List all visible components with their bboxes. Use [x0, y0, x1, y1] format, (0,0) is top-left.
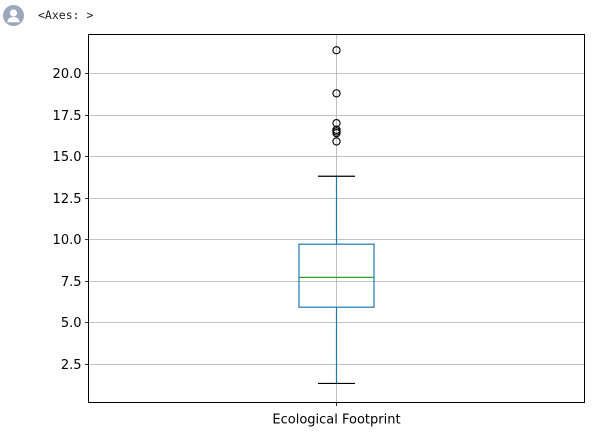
outlier-point [332, 125, 341, 134]
outlier-point [332, 119, 341, 128]
y-tick-label: 20.0 [53, 67, 82, 82]
y-tick-label: 17.5 [53, 109, 82, 124]
y-tick-label: 15.0 [53, 150, 82, 165]
outlier-point [332, 46, 341, 55]
axis-ticks: 2.5 5.0 7.5 10.0 12.5 15.0 17.5 20.0 Ecological … [53, 67, 401, 428]
x-tick-label: Ecological Footprint [272, 413, 400, 428]
output-label: <Axes: > [38, 8, 94, 22]
outlier-point [332, 137, 341, 146]
y-tick-label: 5.0 [61, 316, 82, 331]
y-tick-label: 7.5 [61, 275, 82, 290]
y-tick-label: 2.5 [61, 358, 82, 373]
outlier-point [332, 89, 341, 98]
y-tick-label: 12.5 [53, 192, 82, 207]
iqr-box [298, 243, 375, 308]
box-plot-marks [298, 46, 375, 385]
user-avatar-icon [3, 5, 24, 26]
y-tick-label: 10.0 [53, 233, 82, 248]
